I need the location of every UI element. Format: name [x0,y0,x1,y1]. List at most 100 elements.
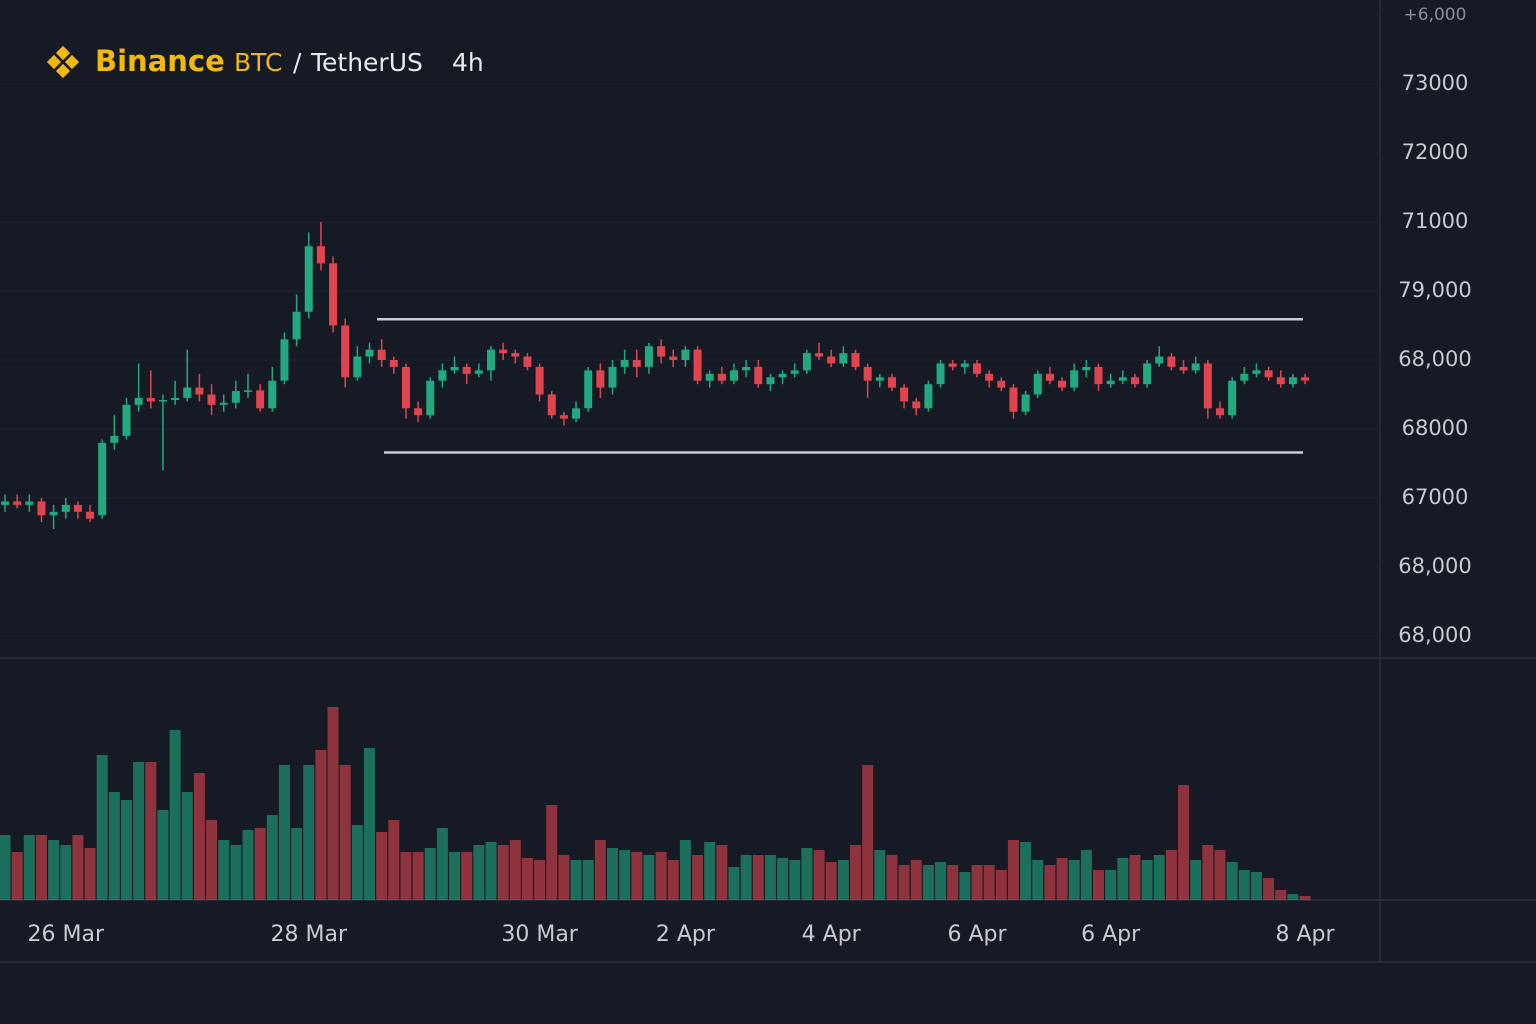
candle-body [256,390,265,409]
volume-bar [60,845,72,900]
y-tick-label: 68,000 [1398,347,1471,371]
candle-body [86,511,95,519]
candle-body [887,377,896,388]
volume-bar [0,835,11,900]
volume-bar [121,800,132,900]
volume-bar [96,755,108,900]
candle-body [851,353,860,367]
y-tick-label: 71000 [1402,209,1469,233]
candle-body [1155,356,1164,364]
base-asset: BTC [234,48,282,77]
candle-body [73,504,82,512]
candle-body [827,356,836,364]
y-tick-label: 68,000 [1398,623,1471,647]
volume-bar [922,865,934,900]
candle-body [778,373,787,378]
candle-body [1240,373,1249,381]
volume-bar [1056,858,1068,900]
volume-bar [1287,894,1299,900]
candle-body [244,390,252,392]
candle-body [1228,380,1237,416]
candle-body [438,370,447,381]
candle-body [669,356,678,360]
candle-body [158,400,167,402]
volume-bar [48,840,60,900]
volume-bar [133,762,145,900]
volume-bar [339,765,351,900]
candle-body [377,349,386,360]
volume-bar [789,860,801,900]
candle-body [1118,377,1127,381]
candle-body [572,408,581,419]
separator: / [293,48,302,77]
candle-body [1264,370,1273,378]
volume-bar [1129,855,1141,900]
candle-body [644,346,653,367]
volume-bar [1153,855,1165,900]
volume-bar [291,828,303,900]
exchange: Binance [95,44,225,78]
volume-bar [716,845,728,900]
candle-body [1276,377,1285,385]
volume-bar [351,825,363,900]
x-tick-label: 8 Apr [1276,922,1336,947]
volume-bar [412,852,424,900]
volume-bar [898,865,910,900]
quote-asset: TetherUS [310,48,423,77]
candle-body [353,356,362,378]
candle-body [985,373,994,381]
volume-bar [400,852,412,900]
volume-bar [521,858,533,900]
candle-body [98,442,107,516]
volume-bar [862,765,874,900]
candle-body [365,349,374,357]
volume-bar [218,840,230,900]
candle-body [268,380,277,409]
candle-body [742,366,751,371]
candle-body [1191,363,1200,371]
volume-bar [108,792,120,900]
candle-body [523,356,532,367]
volume-bar [23,835,35,900]
volume-bar [837,860,849,900]
candle-body [304,246,313,312]
candle-body [1143,363,1152,385]
candle-body [559,415,568,419]
x-tick-label: 28 Mar [271,922,348,947]
volume-bar [461,852,473,900]
candle-body [1252,370,1261,374]
volume-bar [704,842,716,900]
volume-bar [679,840,691,900]
volume-bar [813,850,825,900]
volume-bar [1080,850,1092,900]
candle-body [219,402,228,405]
volume-bar [1226,862,1238,900]
volume-bar [655,852,667,900]
volume-bar [254,828,266,900]
volume-bar [558,855,570,900]
candle-body [474,370,483,374]
volume-bar [546,805,558,900]
candle-body [207,394,216,405]
volume-bar [995,870,1007,900]
candle-body [389,360,398,367]
candle-body [49,511,58,516]
y-tick-label: 67000 [1402,485,1469,509]
candle-body [802,353,811,371]
candle-body [25,501,34,505]
volume-bar [1202,845,1214,900]
candle-body [1,501,9,505]
candle-body [790,370,799,374]
volume-bar [1032,860,1044,900]
candle-body [717,373,726,381]
candle-body [730,370,738,381]
volume-bar [728,867,740,900]
volume-bar [157,810,169,900]
volume-bar [509,840,521,900]
candle-body [693,349,702,381]
candle-body [1045,373,1054,381]
candle-body [499,349,508,354]
candle-body [341,325,350,378]
volume-bar [35,835,47,900]
volume-bar [1299,896,1311,900]
